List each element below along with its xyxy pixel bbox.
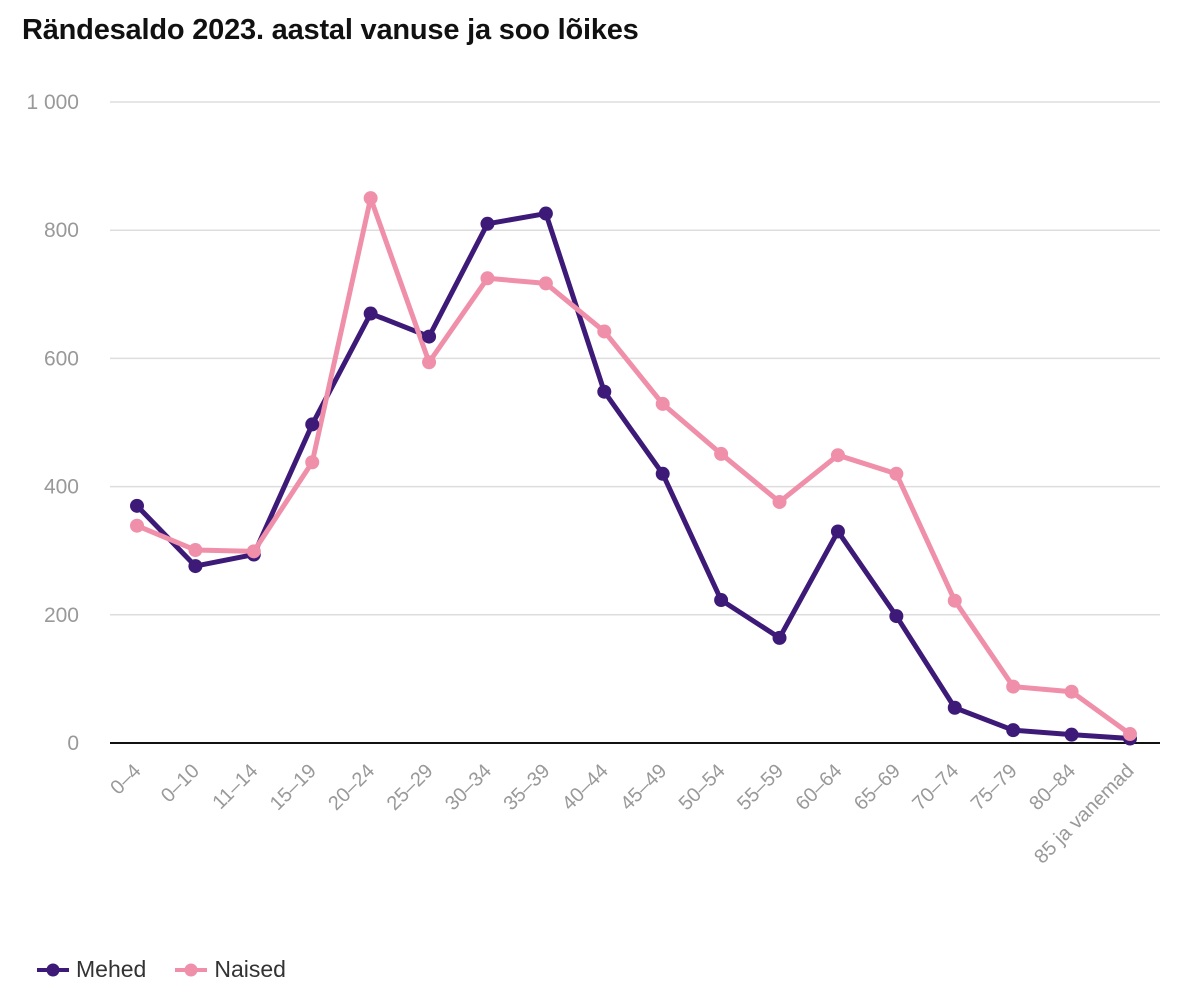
y-tick-label: 600 (44, 347, 79, 370)
data-point-naised (480, 271, 495, 286)
legend-item-naised[interactable]: Naised (174, 956, 286, 983)
data-point-naised (947, 593, 962, 608)
data-point-naised (422, 355, 437, 370)
data-point-naised (772, 494, 787, 509)
legend-marker-naised (175, 963, 208, 976)
legend-marker-mehed (37, 963, 69, 976)
x-tick-label: 60–64 (792, 760, 847, 815)
data-point-mehed (889, 609, 904, 624)
data-point-mehed (655, 466, 670, 481)
series-line-naised (134, 195, 1133, 737)
data-point-mehed (1006, 723, 1021, 738)
y-tick-label: 800 (44, 219, 79, 242)
data-point-naised (246, 544, 261, 559)
data-point-naised (889, 466, 904, 481)
data-point-mehed (1064, 727, 1079, 742)
data-point-naised (305, 455, 320, 470)
data-point-mehed (538, 206, 553, 221)
y-tick-label: 400 (44, 476, 79, 499)
series-layer (130, 191, 1137, 746)
data-point-mehed (363, 306, 378, 321)
data-point-mehed (422, 329, 437, 344)
y-axis-ticks: 0 200 400 600 800 1 000 (26, 91, 79, 755)
data-point-naised (597, 324, 612, 339)
data-point-naised (363, 191, 378, 206)
data-point-mehed (188, 559, 203, 574)
data-point-naised (830, 448, 845, 463)
x-axis-ticks: 0–4 0–10 11–14 15–19 20–24 25–29 30–34 35–39 40–… (106, 760, 1138, 868)
data-point-naised (538, 276, 553, 291)
legend-label-naised: Naised (214, 956, 286, 982)
x-tick-label: 55–59 (733, 760, 788, 815)
x-tick-label: 0–10 (157, 760, 204, 807)
data-point-mehed (947, 700, 962, 715)
x-tick-label: 0–4 (106, 760, 145, 799)
x-tick-label: 15–19 (266, 760, 321, 815)
x-tick-label: 20–24 (324, 760, 379, 815)
legend: Mehed Naised (36, 956, 314, 983)
data-point-mehed (130, 498, 144, 513)
data-point-naised (1064, 684, 1079, 699)
x-tick-label: 75–79 (967, 760, 1022, 815)
data-point-naised (130, 518, 144, 533)
series-line-mehed (134, 211, 1133, 742)
gridlines (110, 101, 1160, 744)
chart-title: Rändesaldo 2023. aastal vanuse ja soo lõ… (22, 14, 639, 46)
legend-item-mehed[interactable]: Mehed (36, 956, 146, 983)
y-tick-label: 0 (67, 732, 79, 755)
x-tick-label: 40–44 (558, 760, 613, 815)
data-point-naised (655, 396, 670, 411)
legend-label-mehed: Mehed (76, 956, 147, 982)
x-tick-label: 35–39 (500, 760, 555, 815)
x-tick-label: 25–29 (383, 760, 438, 815)
data-point-naised (1123, 727, 1137, 742)
y-tick-label: 200 (44, 604, 79, 627)
data-point-mehed (830, 524, 845, 539)
data-point-naised (188, 543, 203, 558)
x-tick-label: 30–34 (441, 760, 496, 815)
data-point-mehed (305, 417, 320, 432)
data-point-naised (714, 446, 729, 461)
data-point-mehed (597, 384, 612, 399)
data-point-naised (1006, 679, 1021, 694)
x-tick-label: 50–54 (675, 760, 730, 815)
data-point-mehed (772, 630, 787, 645)
x-tick-label: 80–84 (1025, 760, 1080, 815)
x-tick-label: 85 ja vanemad (1030, 760, 1138, 868)
x-tick-label: 65–69 (850, 760, 905, 815)
data-point-mehed (480, 216, 495, 231)
x-tick-label: 70–74 (908, 760, 963, 815)
y-tick-label: 1 000 (26, 91, 79, 114)
data-point-mehed (714, 593, 729, 608)
x-tick-label: 45–49 (616, 760, 671, 815)
x-tick-label: 11–14 (209, 760, 263, 814)
